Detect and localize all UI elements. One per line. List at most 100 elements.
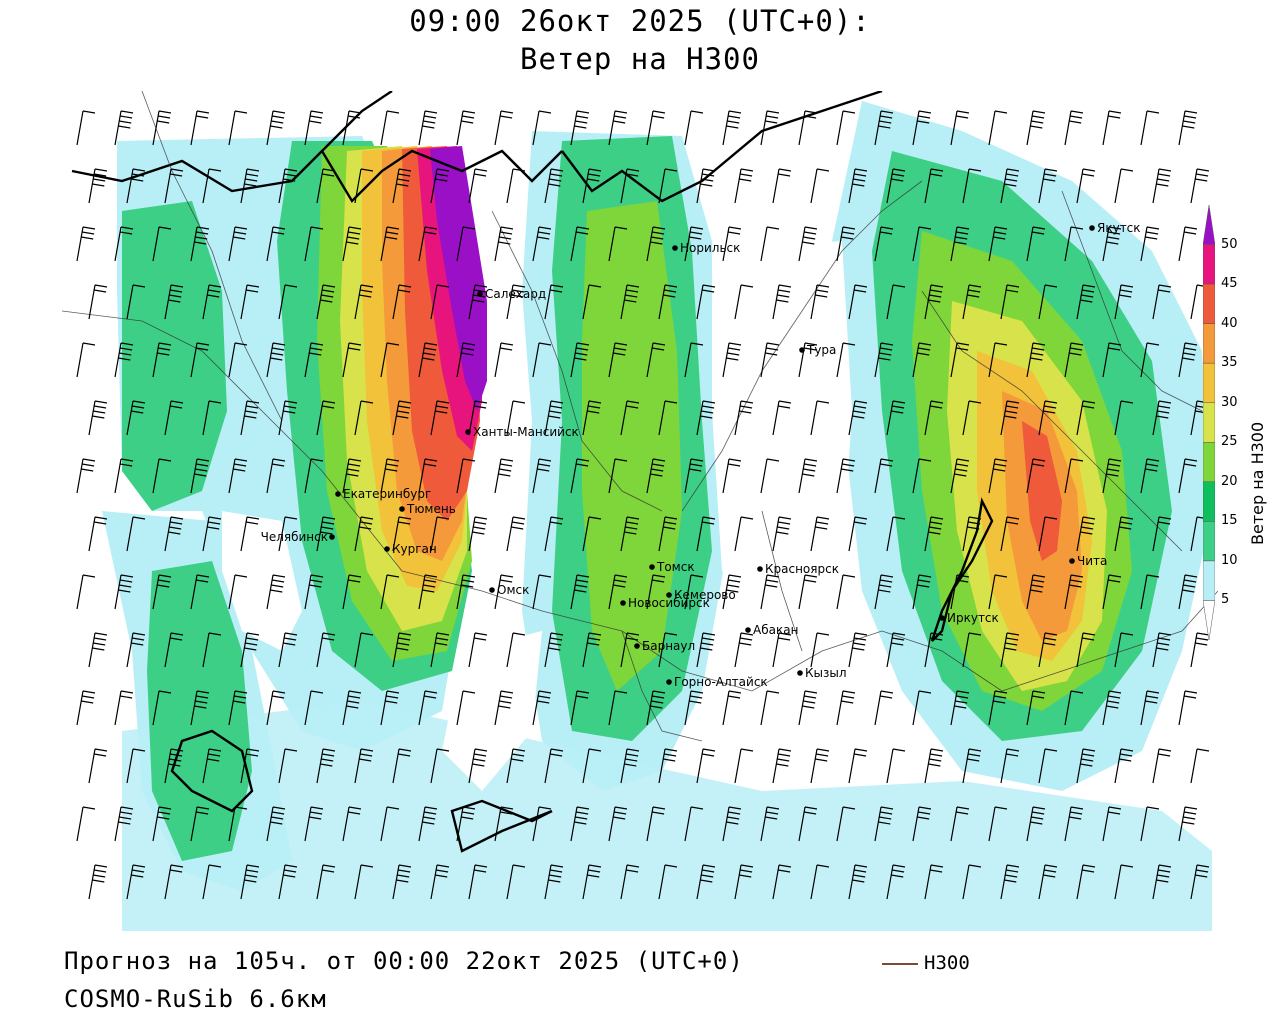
- wind-barb: [532, 806, 552, 842]
- wind-barb: [1076, 400, 1096, 436]
- wind-barb: [772, 516, 792, 552]
- wind-barb: [240, 168, 260, 204]
- wind-barb: [430, 632, 450, 668]
- wind-barb: [582, 516, 602, 552]
- wind-barb: [962, 632, 982, 668]
- wind-barb: [126, 400, 146, 436]
- wind-barb: [1152, 632, 1172, 668]
- city-dot: [399, 506, 405, 512]
- wind-barb: [684, 458, 704, 494]
- wind-barb: [418, 458, 438, 494]
- wind-barb: [1152, 864, 1172, 900]
- wind-barb: [190, 806, 210, 842]
- wind-barb: [494, 110, 514, 146]
- wind-barb: [772, 748, 792, 784]
- wind-barb: [228, 226, 248, 262]
- wind-barb: [1114, 748, 1134, 784]
- wind-barb: [468, 284, 488, 320]
- wind-barb: [874, 110, 894, 146]
- wind-barb: [810, 400, 830, 436]
- wind-barb: [848, 864, 868, 900]
- colorbar-segment: [1203, 244, 1215, 285]
- wind-barb: [1038, 400, 1058, 436]
- wind-barb: [240, 748, 260, 784]
- wind-barb: [1178, 690, 1198, 726]
- wind-barb: [532, 458, 552, 494]
- wind-barb: [114, 342, 134, 378]
- wind-barb: [152, 226, 172, 262]
- wind-barb: [202, 864, 222, 900]
- wind-barb: [734, 748, 754, 784]
- wind-barb: [1038, 748, 1058, 784]
- wind-barb: [1064, 574, 1084, 610]
- wind-barb: [1064, 110, 1084, 146]
- wind-barb: [506, 748, 526, 784]
- wind-barb: [380, 226, 400, 262]
- wind-barb: [874, 458, 894, 494]
- city-dot: [620, 600, 626, 606]
- wind-barb: [392, 400, 412, 436]
- wind-barb: [190, 690, 210, 726]
- city-dot: [384, 546, 390, 552]
- colorbar-tick-label: 5: [1221, 592, 1230, 608]
- colorbar-tick-label: 10: [1221, 552, 1238, 568]
- wind-barb: [696, 864, 716, 900]
- city-dot: [329, 534, 335, 540]
- zone-sw-green: [147, 561, 252, 861]
- wind-barb: [126, 516, 146, 552]
- map-title-variable: Ветер на H300: [520, 42, 760, 76]
- wind-barb: [734, 516, 754, 552]
- wind-barb: [240, 516, 260, 552]
- wind-barb: [76, 806, 96, 842]
- wind-barb: [608, 806, 628, 842]
- wind-barb: [722, 110, 742, 146]
- wind-barb: [342, 458, 362, 494]
- wind-barb: [278, 748, 298, 784]
- wind-barb: [570, 458, 590, 494]
- wind-barb: [1140, 342, 1160, 378]
- wind-barb: [494, 690, 514, 726]
- wind-barb: [798, 690, 818, 726]
- wind-barb: [202, 400, 222, 436]
- wind-barb: [266, 574, 286, 610]
- wind-barb: [1178, 458, 1198, 494]
- wind-barb: [1178, 342, 1198, 378]
- wind-barb: [772, 632, 792, 668]
- wind-barb: [658, 284, 678, 320]
- wind-barb: [380, 806, 400, 842]
- wind-barb: [202, 284, 222, 320]
- wind-barb: [1140, 226, 1160, 262]
- wind-barb: [342, 110, 362, 146]
- wind-barb: [88, 284, 108, 320]
- wind-barb: [886, 168, 906, 204]
- wind-barb: [1000, 748, 1020, 784]
- wind-barb: [1152, 516, 1172, 552]
- wind-barb: [126, 864, 146, 900]
- wind-barb: [924, 748, 944, 784]
- wind-barb: [646, 806, 666, 842]
- wind-barb: [1076, 516, 1096, 552]
- wind-barb: [608, 690, 628, 726]
- wind-barb: [1102, 458, 1122, 494]
- wind-barb: [684, 690, 704, 726]
- wind-barb: [278, 516, 298, 552]
- wind-barb: [190, 110, 210, 146]
- wind-barb: [392, 748, 412, 784]
- wind-barb: [202, 516, 222, 552]
- wind-barb: [266, 806, 286, 842]
- wind-barb: [684, 110, 704, 146]
- city-dot: [672, 245, 678, 251]
- wind-barb: [1000, 516, 1020, 552]
- wind-barb: [570, 806, 590, 842]
- wind-barb: [924, 864, 944, 900]
- wind-barb: [848, 400, 868, 436]
- city-dot: [634, 643, 640, 649]
- city-label: Иркутск: [947, 611, 999, 625]
- city-dot: [465, 429, 471, 435]
- wind-barb: [608, 574, 628, 610]
- zone-central-yg: [582, 201, 682, 691]
- wind-barb: [658, 864, 678, 900]
- colorbar-tick-label: 35: [1221, 355, 1238, 371]
- wind-barb: [1000, 864, 1020, 900]
- wind-barb: [316, 748, 336, 784]
